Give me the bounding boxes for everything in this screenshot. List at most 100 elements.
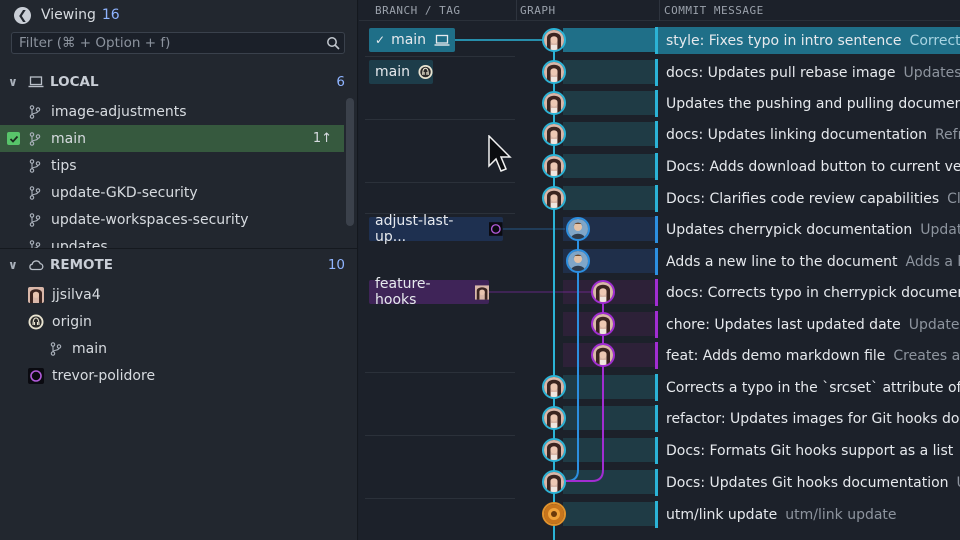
lane-accent xyxy=(655,374,658,401)
remote-origin[interactable]: origin xyxy=(0,308,344,335)
commit-node-avatar[interactable] xyxy=(566,217,590,241)
graph-row[interactable] xyxy=(563,154,655,178)
commit-summary: feat: Adds demo markdown file xyxy=(666,347,886,364)
lane-accent xyxy=(655,405,658,432)
branch-tag-header-label: BRANCH / TAG xyxy=(375,3,461,17)
commit-node-avatar[interactable] xyxy=(542,28,566,52)
branch-icon xyxy=(29,131,41,146)
commit-row[interactable]: Adds a new line to the document Adds a bl… xyxy=(655,248,960,275)
filter-input[interactable]: Filter (⌘ + Option + f) xyxy=(11,32,345,54)
branch-tag-label: adjust-last-up... xyxy=(375,213,454,245)
commit-summary: refactor: Updates images for Git hooks d… xyxy=(666,410,960,427)
commit-message-header-label: COMMIT MESSAGE xyxy=(664,3,764,17)
lane-accent xyxy=(655,469,658,496)
commit-node-avatar[interactable] xyxy=(542,375,566,399)
commit-node-avatar[interactable] xyxy=(542,438,566,462)
commit-row[interactable]: Updates cherrypick documentation Updates … xyxy=(655,216,960,243)
viewing-header: ❮ Viewing 16 xyxy=(0,0,357,30)
local-branch-updates[interactable]: updates xyxy=(0,233,344,248)
lane-accent xyxy=(655,311,658,338)
local-branch-tips[interactable]: tips xyxy=(0,152,344,179)
remote-trevor-polidore[interactable]: trevor-polidore xyxy=(0,362,344,389)
commit-row[interactable]: docs: Updates linking documentation Refre… xyxy=(655,121,960,148)
gitkraken-icon xyxy=(418,64,433,80)
graph-row[interactable] xyxy=(563,502,655,526)
commit-description: utm/link update xyxy=(785,506,897,523)
branch-tag-main-remote[interactable]: main xyxy=(369,60,433,84)
graph-row[interactable] xyxy=(563,91,655,115)
graph-row[interactable] xyxy=(563,60,655,84)
graph-column-header[interactable]: GRAPH xyxy=(516,0,659,21)
commit-row[interactable]: Docs: Updates Git hooks documentation Upd… xyxy=(655,469,960,496)
local-branch-image-adjustments[interactable]: image-adjustments xyxy=(0,98,344,125)
branch-icon xyxy=(29,212,41,227)
lane-accent xyxy=(655,90,658,117)
sidebar-scrollbar[interactable] xyxy=(346,98,354,226)
local-branch-update-workspaces-security[interactable]: update-workspaces-security xyxy=(0,206,344,233)
selected-row-highlight[interactable] xyxy=(563,28,655,52)
commit-summary: Updates cherrypick documentation xyxy=(666,221,913,238)
remote-section-title: REMOTE xyxy=(50,256,113,273)
branch-tag-label: main xyxy=(375,64,410,80)
commit-node-avatar[interactable] xyxy=(542,60,566,84)
remote-jjsilva4[interactable]: jjsilva4 xyxy=(0,281,344,308)
commit-row[interactable]: style: Fixes typo in intro sentence Corre… xyxy=(655,27,960,54)
remote-section-header[interactable]: ∨ REMOTE 10 xyxy=(0,251,357,278)
cursor-icon xyxy=(488,135,512,172)
avatar xyxy=(474,284,489,300)
branch-tag-main-local[interactable]: ✓ main xyxy=(369,28,455,52)
chevron-down-icon[interactable]: ∨ xyxy=(8,74,18,89)
graph-row[interactable] xyxy=(563,186,655,210)
commit-row[interactable]: refactor: Updates images for Git hooks d… xyxy=(655,405,960,432)
branch-tag-adjust-last-updated[interactable]: adjust-last-up... xyxy=(369,213,503,245)
commit-node-avatar[interactable] xyxy=(542,406,566,430)
commit-row[interactable]: Docs: Clarifies code review capabilities… xyxy=(655,185,960,212)
local-section-header[interactable]: ∨ LOCAL 6 xyxy=(0,68,357,95)
commit-node-avatar[interactable] xyxy=(542,470,566,494)
commit-summary: Updates the pushing and pulling document… xyxy=(666,95,960,112)
commit-node-avatar[interactable] xyxy=(542,502,566,526)
branch-tag-feature-hooks[interactable]: feature-hooks xyxy=(369,276,489,308)
column-divider[interactable] xyxy=(659,0,660,21)
commit-node-avatar[interactable] xyxy=(591,312,615,336)
column-divider[interactable] xyxy=(516,0,517,21)
commit-row[interactable]: feat: Adds demo markdown file Creates a b… xyxy=(655,342,960,369)
commit-node-avatar[interactable] xyxy=(542,154,566,178)
lane-accent xyxy=(655,153,658,180)
commit-row[interactable]: docs: Corrects typo in cherrypick docume… xyxy=(655,279,960,306)
commit-summary: docs: Updates linking documentation xyxy=(666,126,927,143)
row-divider xyxy=(365,435,515,436)
commit-row[interactable]: chore: Updates last updated date Updates … xyxy=(655,311,960,338)
search-icon[interactable] xyxy=(326,36,340,50)
local-branch-main[interactable]: main 1↑ xyxy=(0,125,344,152)
commit-row[interactable]: Corrects a typo in the `srcset` attribut… xyxy=(655,374,960,401)
purple-lane-line xyxy=(559,292,604,482)
commit-row[interactable]: docs: Updates pull rebase image Updates t… xyxy=(655,59,960,86)
commit-node-avatar[interactable] xyxy=(542,186,566,210)
local-count: 6 xyxy=(336,73,345,90)
commit-row[interactable]: Docs: Formats Git hooks support as a lis… xyxy=(655,437,960,464)
commit-node-avatar[interactable] xyxy=(566,249,590,273)
back-arrow-icon[interactable]: ❮ xyxy=(14,6,31,24)
laptop-icon xyxy=(434,34,450,46)
commit-row[interactable]: Updates the pushing and pulling document… xyxy=(655,90,960,117)
commit-node-avatar[interactable] xyxy=(542,122,566,146)
branch-icon xyxy=(29,104,41,119)
commit-node-avatar[interactable] xyxy=(591,343,615,367)
branch-tag-column-header[interactable]: BRANCH / TAG xyxy=(359,0,516,21)
branch-name: updates xyxy=(51,238,108,249)
commit-row[interactable]: Docs: Adds download button to current ve… xyxy=(655,153,960,180)
lane-accent xyxy=(655,216,658,243)
remote-origin-main[interactable]: main xyxy=(0,335,344,362)
commit-node-avatar[interactable] xyxy=(542,91,566,115)
graph-row[interactable] xyxy=(563,122,655,146)
commit-message-column-header[interactable]: COMMIT MESSAGE xyxy=(659,0,960,21)
commit-row[interactable]: utm/link update utm/link update xyxy=(655,501,960,528)
commit-summary: chore: Updates last updated date xyxy=(666,316,901,333)
commit-node-avatar[interactable] xyxy=(591,280,615,304)
avatar xyxy=(489,222,503,236)
local-branch-update-gkd-security[interactable]: update-GKD-security xyxy=(0,179,344,206)
chevron-down-icon[interactable]: ∨ xyxy=(8,257,18,272)
branch-name: tips xyxy=(51,157,77,174)
left-panel: ❮ Viewing 16 Filter (⌘ + Option + f) ∨ L… xyxy=(0,0,358,540)
